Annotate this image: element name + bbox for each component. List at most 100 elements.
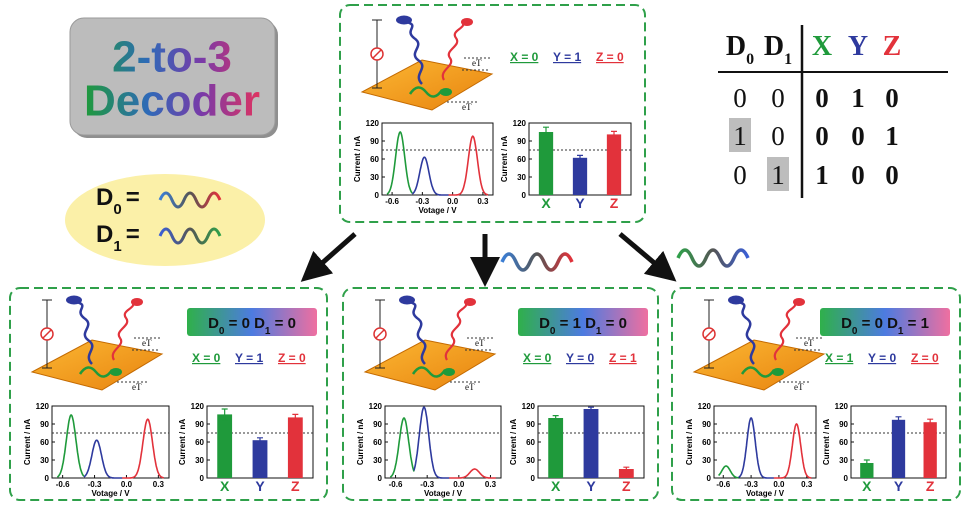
et-label: eT (132, 382, 142, 392)
x-tick-label: -0.6 (56, 480, 70, 489)
voltammogram-peak (449, 469, 495, 478)
y-tick-label: 30 (839, 456, 848, 465)
y-axis-label: Current / nA (23, 419, 32, 465)
y-tick-label: 0 (522, 191, 527, 200)
symbol: D (726, 31, 746, 62)
y-axis-label: Current / nA (509, 419, 518, 465)
x-tick-label: 0.0 (121, 480, 133, 489)
y-tick-label: 60 (702, 438, 711, 447)
bar (548, 418, 563, 478)
symbol: D (208, 315, 219, 332)
x-tick-label: X (541, 195, 551, 211)
output-label: X = 0 (192, 351, 221, 365)
table-header: Y (848, 31, 868, 62)
subscript: 0 (746, 51, 754, 68)
table-cell: 0 (815, 121, 829, 151)
output-label: Y = 1 (553, 50, 581, 64)
bar (253, 440, 268, 478)
bar (288, 417, 303, 478)
table-cell: 1 (733, 121, 747, 151)
y-tick-label: 90 (526, 420, 535, 429)
et-label: eT (475, 338, 485, 348)
x-tick-label: X (220, 478, 230, 494)
y-tick-label: 120 (191, 402, 205, 411)
et-label: eT (142, 338, 152, 348)
symbol: D (887, 315, 898, 332)
table-cell: 0 (733, 160, 747, 190)
table-cell: 0 (771, 83, 785, 113)
y-tick-label: 0 (378, 474, 383, 483)
y-tick-label: 120 (835, 402, 849, 411)
x-tick-label: X (862, 478, 872, 494)
table-cell: 0 (885, 83, 899, 113)
x-tick-label: Z (622, 478, 631, 494)
y-tick-label: 90 (702, 420, 711, 429)
x-tick-label: 0.0 (453, 480, 465, 489)
subscript: 1 (113, 238, 121, 255)
figure: 2-to-3 Decoder D0= D1= D0D1XYZ0001010001… (0, 0, 963, 503)
title-line: 2-to-3 (112, 33, 232, 82)
voltammogram-peak (739, 418, 774, 478)
y-tick-label: 60 (195, 438, 204, 447)
y-tick-label: 0 (531, 474, 536, 483)
bar (217, 414, 232, 478)
y-tick-label: 120 (366, 119, 380, 128)
voltammogram-peak (719, 466, 739, 478)
y-tick-label: 60 (526, 438, 535, 447)
y-axis-label: Current / nA (500, 136, 509, 182)
table-cell: 1 (771, 160, 785, 190)
y-tick-label: 90 (370, 137, 379, 146)
symbol: D (96, 184, 113, 211)
subscript: 1 (784, 51, 792, 68)
table-cell: 0 (851, 121, 865, 151)
voltammogram-peak (387, 132, 412, 194)
x-axis-label: Votage / V (746, 489, 785, 498)
x-tick-label: -0.3 (415, 197, 429, 206)
x-tick-label: Z (610, 195, 619, 211)
output-label: Z = 0 (596, 50, 624, 64)
x-tick-label: Z (926, 478, 935, 494)
y-tick-label: 30 (373, 456, 382, 465)
arrow (620, 234, 665, 272)
symbol: D (585, 315, 596, 332)
x-tick-label: -0.3 (744, 480, 758, 489)
y-axis-label: Current / nA (822, 419, 831, 465)
output-label: X = 0 (523, 351, 552, 365)
table-cell: 1 (815, 160, 829, 190)
symbol: D (96, 221, 113, 248)
x-tick-label: Z (291, 478, 300, 494)
x-tick-label: Y (586, 478, 596, 494)
y-tick-label: 30 (526, 456, 535, 465)
x-tick-label: -0.6 (716, 480, 730, 489)
output-label: X = 0 (510, 50, 539, 64)
y-tick-label: 90 (517, 137, 526, 146)
state-text: = 0 (857, 315, 887, 332)
page: {"title": {"line1": "2-to-3", "line2": "… (0, 0, 963, 503)
table-header: D1 (764, 31, 792, 68)
table-header: Z (883, 31, 902, 62)
output-label: Z = 0 (278, 351, 306, 365)
bar (539, 132, 553, 195)
voltammogram-peak (57, 415, 84, 477)
bar (892, 420, 905, 478)
state-text: = 0 (224, 315, 254, 332)
table-header: D0 (726, 31, 754, 68)
y-tick-label: 60 (40, 438, 49, 447)
y-tick-label: 90 (40, 420, 49, 429)
table-header: X (812, 31, 832, 62)
x-tick-label: -0.3 (420, 480, 434, 489)
y-tick-label: 120 (698, 402, 712, 411)
y-tick-label: 90 (839, 420, 848, 429)
y-axis-label: Current / nA (685, 419, 694, 465)
y-tick-label: 90 (195, 420, 204, 429)
table-cell: 0 (851, 160, 865, 190)
symbol: D (539, 315, 550, 332)
arrow (312, 234, 355, 272)
y-tick-label: 60 (373, 438, 382, 447)
output-label: X = 1 (825, 351, 854, 365)
state-text: = 1 (903, 315, 928, 332)
voltammogram-peak (390, 418, 414, 477)
y-tick-label: 60 (839, 438, 848, 447)
bar (573, 158, 587, 195)
x-axis-label: Votage / V (418, 206, 457, 215)
